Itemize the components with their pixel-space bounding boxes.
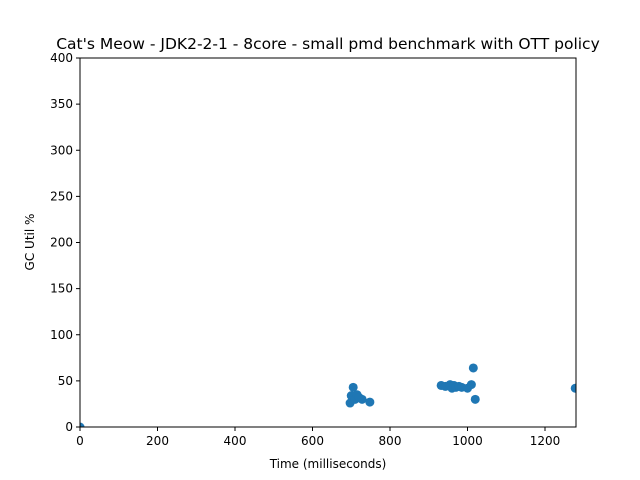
data-point [570,383,576,393]
data-points [80,363,576,427]
y-tick-label: 400 [50,51,73,65]
y-tick-label: 300 [50,143,73,157]
x-tick-label: 1200 [530,434,561,448]
data-point [80,422,85,427]
x-tick-label: 200 [146,434,169,448]
x-tick-label: 1000 [452,434,483,448]
y-tick-label: 200 [50,236,73,250]
x-tick-label: 0 [76,434,84,448]
y-axis-label: GC Util % [23,214,37,271]
y-axis: 0 50 100 150 200 250 300 350 400 [50,51,80,434]
data-point [357,394,367,404]
x-tick-label: 800 [379,434,402,448]
data-point [470,394,480,404]
x-tick-label: 600 [301,434,324,448]
y-tick-label: 250 [50,189,73,203]
x-axis-label: Time (milliseconds) [269,457,387,471]
data-point [468,363,478,373]
plot-frame [79,57,577,428]
y-tick-label: 0 [65,420,73,434]
y-tick-label: 350 [50,97,73,111]
y-tick-label: 100 [50,328,73,342]
data-point [365,397,375,407]
data-point [348,382,358,392]
x-axis: 0 200 400 600 800 1000 1200 [76,427,560,448]
x-tick-label: 400 [224,434,247,448]
y-tick-label: 150 [50,282,73,296]
chart-title: Cat's Meow - JDK2-2-1 - 8core - small pm… [56,35,600,53]
y-tick-label: 50 [58,374,73,388]
data-point [466,380,476,390]
